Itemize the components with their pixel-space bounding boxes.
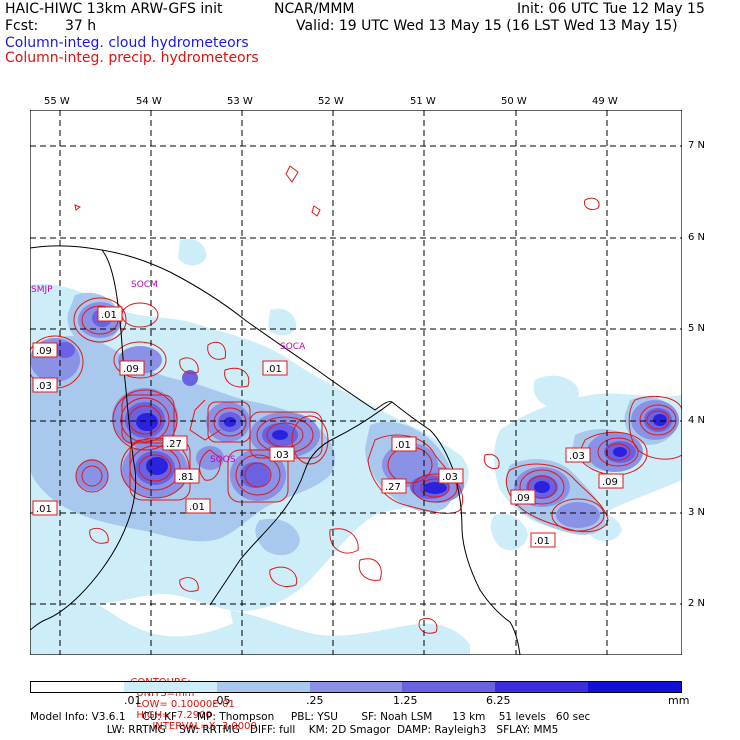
colorbar-swatch bbox=[588, 682, 682, 692]
station-label: SOOS bbox=[210, 455, 236, 465]
contour-label: .03 bbox=[438, 468, 464, 484]
svg-text:.03: .03 bbox=[569, 451, 585, 462]
contours-interval: INTERVAL=X 3.0000 bbox=[152, 721, 257, 732]
svg-text:.09: .09 bbox=[123, 364, 139, 375]
contour-label: .01 bbox=[391, 436, 417, 452]
lon-tick-label: 54 W bbox=[136, 96, 162, 107]
colorbar-label: 1.25 bbox=[393, 694, 418, 707]
svg-text:.01: .01 bbox=[189, 502, 205, 513]
colorbar-label: .01 bbox=[124, 694, 142, 707]
svg-text:.01: .01 bbox=[266, 364, 282, 375]
contour-label: .81 bbox=[174, 468, 200, 484]
field-precip-title: Column-integ. precip. hydrometeors bbox=[5, 50, 259, 66]
contour-label: .01 bbox=[32, 500, 58, 516]
colorbar-swatch bbox=[216, 682, 310, 692]
lon-tick-label: 53 W bbox=[227, 96, 253, 107]
field-cloud-title: Column-integ. cloud hydrometeors bbox=[5, 35, 249, 51]
svg-text:.09: .09 bbox=[36, 346, 52, 357]
contour-label: .27 bbox=[162, 435, 188, 451]
lat-tick-label: 5 N bbox=[688, 323, 706, 334]
lon-tick-label: 51 W bbox=[410, 96, 436, 107]
contour-label: .01 bbox=[530, 532, 556, 548]
svg-text:.81: .81 bbox=[178, 472, 194, 483]
contours-high: HIGH= 7.2900 bbox=[136, 710, 212, 721]
lon-tick-label: 49 W bbox=[592, 96, 618, 107]
contour-label: .03 bbox=[32, 377, 58, 393]
contour-label: .09 bbox=[32, 342, 58, 358]
org-label: NCAR/MMM bbox=[274, 1, 355, 17]
lat-tick-label: 2 N bbox=[688, 598, 706, 609]
svg-text:.03: .03 bbox=[36, 381, 52, 392]
forecast-map: SMJP SOCM SOCA SOOS .01 .09 .03 .09 .01 … bbox=[30, 110, 682, 655]
svg-text:.01: .01 bbox=[101, 310, 117, 321]
fcst-label: Fcst: bbox=[5, 18, 39, 34]
contour-label: .01 bbox=[185, 498, 211, 514]
init-time: Init: 06 UTC Tue 12 May 15 bbox=[517, 1, 705, 17]
lon-tick-label: 52 W bbox=[318, 96, 344, 107]
model-info-line2: LW: RRTMG SW: RRTMG DIFF: full KM: 2D Sm… bbox=[30, 724, 559, 736]
svg-text:.01: .01 bbox=[36, 504, 52, 515]
lat-tick-label: 6 N bbox=[688, 232, 706, 243]
colorbar-label: 6.25 bbox=[486, 694, 511, 707]
fcst-value: 37 h bbox=[65, 18, 97, 34]
lat-lon-grid bbox=[30, 110, 682, 655]
valid-time: Valid: 19 UTC Wed 13 May 15 (16 LST Wed … bbox=[296, 18, 678, 34]
colorbar-swatch bbox=[402, 682, 496, 692]
coastline-borders bbox=[30, 245, 521, 655]
colorbar-label: .05 bbox=[213, 694, 231, 707]
svg-text:.01: .01 bbox=[534, 536, 550, 547]
station-markers: SMJP SOCM SOCA SOOS bbox=[31, 280, 306, 465]
lat-tick-label: 4 N bbox=[688, 415, 706, 426]
contour-label: .09 bbox=[598, 473, 624, 489]
contour-value-labels: .01 .09 .03 .09 .01 .27 .81 .01 .01 .03 … bbox=[32, 306, 624, 548]
svg-text:.03: .03 bbox=[442, 472, 458, 483]
colorbar-swatch bbox=[123, 682, 217, 692]
lon-tick-label: 50 W bbox=[501, 96, 527, 107]
contour-label: .03 bbox=[269, 446, 295, 462]
contours-low: LOW= 0.10000E-01 bbox=[136, 699, 235, 710]
station-label: SMJP bbox=[31, 285, 53, 295]
colorbar-units: mm bbox=[668, 694, 690, 707]
contour-label: .03 bbox=[565, 447, 591, 463]
station-label: SOCM bbox=[131, 280, 158, 290]
contour-label: .09 bbox=[510, 489, 536, 505]
svg-text:.27: .27 bbox=[385, 482, 401, 493]
colorbar-swatch bbox=[31, 682, 124, 692]
svg-text:.27: .27 bbox=[166, 439, 182, 450]
cloud-fill-core bbox=[136, 413, 667, 494]
colorbar-swatch bbox=[309, 682, 403, 692]
contour-label: .01 bbox=[262, 360, 288, 376]
svg-text:.09: .09 bbox=[602, 477, 618, 488]
station-label: SOCA bbox=[280, 342, 306, 352]
lon-tick-label: 55 W bbox=[44, 96, 70, 107]
svg-text:.03: .03 bbox=[273, 450, 289, 461]
svg-text:.01: .01 bbox=[395, 440, 411, 451]
contour-label: .09 bbox=[119, 360, 145, 376]
model-info-line1: Model Info: V3.6.1 CU: KF MP: Thompson P… bbox=[30, 711, 591, 723]
colorbar-label: .25 bbox=[306, 694, 324, 707]
lat-tick-label: 7 N bbox=[688, 140, 706, 151]
contours-units: UNITS=mm bbox=[136, 688, 195, 699]
model-title: HAIC-HIWC 13km ARW-GFS init bbox=[5, 1, 223, 17]
contour-label: .01 bbox=[97, 306, 123, 322]
contour-label: .27 bbox=[381, 478, 407, 494]
lat-tick-label: 3 N bbox=[688, 507, 706, 518]
svg-text:.09: .09 bbox=[514, 493, 530, 504]
colorbar-swatch bbox=[495, 682, 589, 692]
colorbar bbox=[30, 681, 682, 693]
